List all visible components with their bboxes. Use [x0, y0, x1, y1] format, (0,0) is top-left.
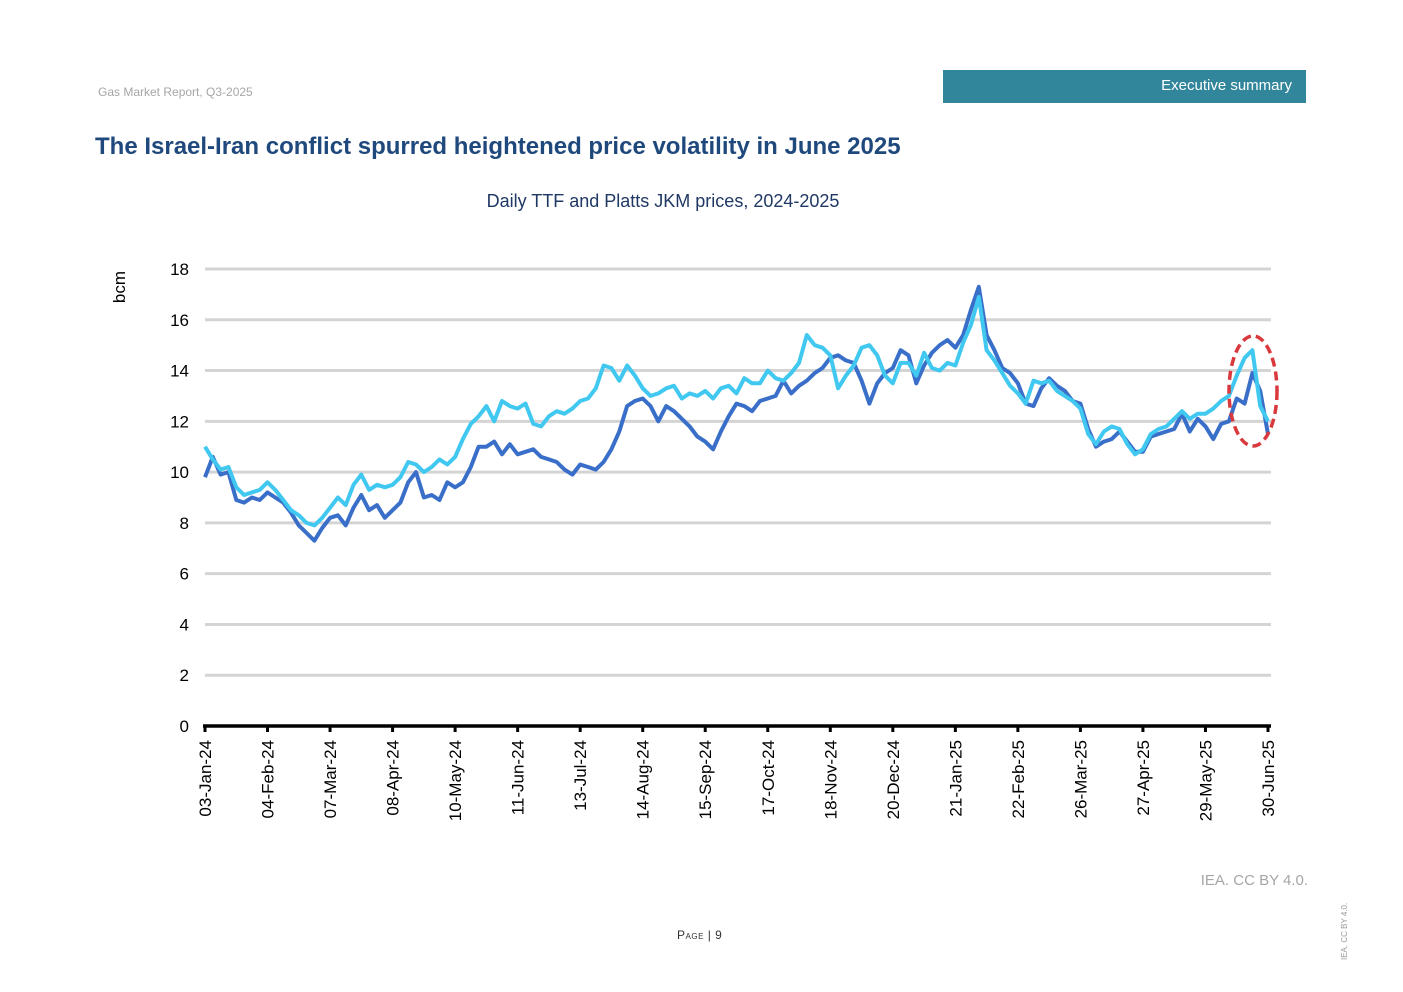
y-tick-label: 0	[180, 717, 189, 736]
y-tick-label: 6	[180, 565, 189, 584]
x-tick-label: 21-Jan-25	[946, 740, 965, 817]
report-name: Gas Market Report, Q3-2025	[98, 85, 253, 99]
annotations	[1227, 334, 1279, 448]
x-tick-label: 20-Dec-24	[884, 740, 903, 819]
x-tick-label: 07-Mar-24	[321, 740, 340, 818]
x-tick-label: 03-Jan-24	[196, 740, 215, 817]
highlight-ellipse	[1227, 334, 1279, 448]
series-lines	[203, 284, 1270, 543]
gridlines	[205, 267, 1271, 677]
series-line-2	[203, 294, 1270, 528]
chart-title: Daily TTF and Platts JKM prices, 2024-20…	[486, 191, 840, 211]
y-tick-label: 12	[170, 412, 189, 431]
section-tab[interactable]: Executive summary	[943, 70, 1306, 103]
x-tick-label: 17-Oct-24	[759, 740, 778, 816]
y-tick-label: 18	[170, 260, 189, 279]
x-tick-label: 22-Feb-25	[1009, 740, 1028, 818]
series-line-1	[203, 284, 1270, 543]
x-tick-label: 04-Feb-24	[259, 740, 278, 818]
y-tick-label: 4	[180, 615, 189, 634]
y-tick-label: 16	[170, 311, 189, 330]
page-number: Page | 9	[677, 928, 723, 942]
y-axis-label: bcm	[110, 271, 129, 303]
y-tick-label: 14	[170, 362, 189, 381]
x-tick-label: 26-Mar-25	[1071, 740, 1090, 818]
credit-text: IEA. CC BY 4.0.	[1200, 872, 1308, 889]
y-tick-labels: 0 2 4 6 8 10 12 14 16 18	[170, 260, 189, 736]
y-tick-label: 2	[180, 666, 189, 685]
side-credit: IEA. CC BY 4.0.	[1340, 902, 1349, 960]
x-tick-label: 18-Nov-24	[821, 740, 840, 819]
x-tick-label: 27-Apr-25	[1134, 740, 1153, 816]
x-tick-label: 29-May-25	[1196, 740, 1215, 821]
x-tick-label: 08-Apr-24	[384, 740, 403, 816]
x-tick-label: 13-Jul-24	[571, 740, 590, 811]
x-tick-label: 11-Jun-24	[509, 740, 528, 815]
x-tick-label: 30-Jun-25	[1259, 740, 1278, 817]
y-tick-label: 10	[170, 463, 189, 482]
page-title: The Israel-Iran conflict spurred heighte…	[95, 133, 901, 160]
x-tick-label: 10-May-24	[446, 740, 465, 821]
x-axis: 03-Jan-24 04-Feb-24 07-Mar-24 08-Apr-24 10-M…	[196, 724, 1278, 821]
y-tick-label: 8	[180, 514, 189, 533]
x-tick-label: 15-Sep-24	[696, 740, 715, 819]
x-tick-label: 14-Aug-24	[634, 740, 653, 819]
